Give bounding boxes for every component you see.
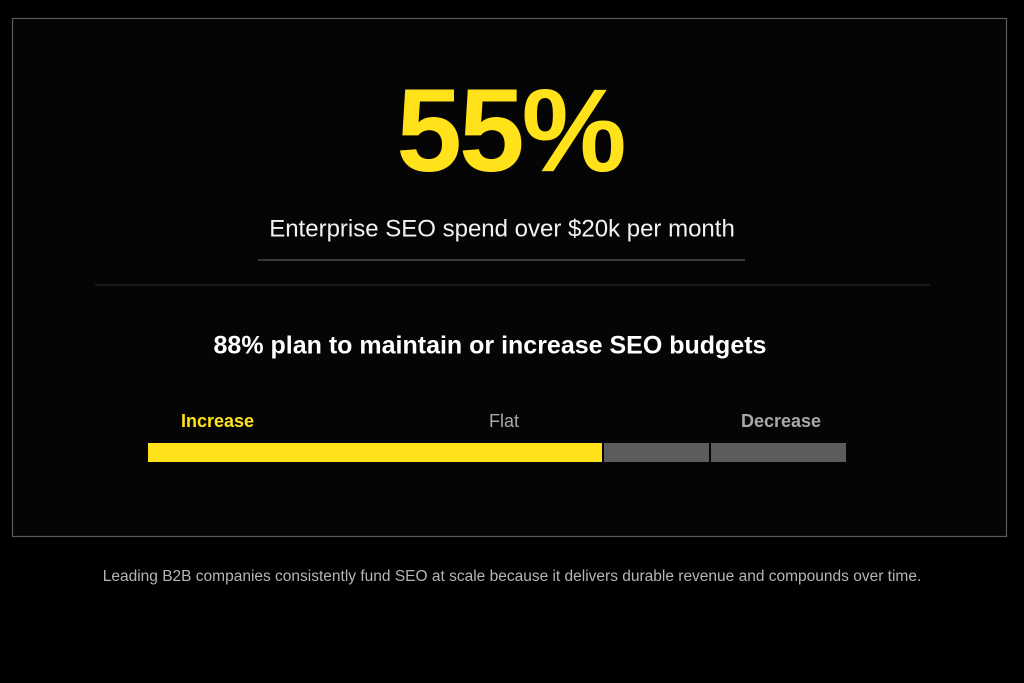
budget-heading: 88% plan to maintain or increase SEO bud… [214,332,767,360]
stat-caption: Enterprise SEO spend over $20k per month [269,215,735,242]
stat-value: 55% [396,65,623,197]
bar-segment [148,443,602,462]
bar-label: Increase [181,411,254,431]
bar-label: Decrease [741,411,821,431]
bar-label: Flat [489,411,519,431]
bar-segment [604,443,709,462]
footer-note: Leading B2B companies consistently fund … [103,568,922,585]
bar-segment [711,443,846,462]
